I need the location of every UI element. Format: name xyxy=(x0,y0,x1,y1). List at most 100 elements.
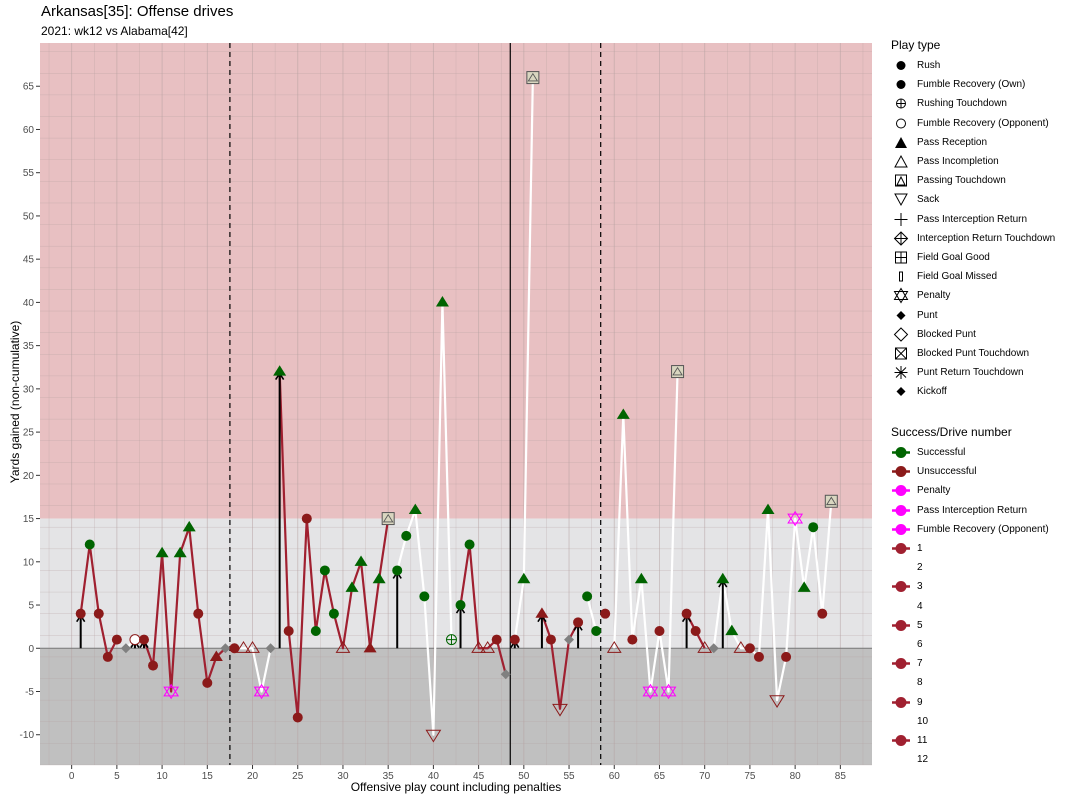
pass-reception-point xyxy=(797,581,811,592)
pass-reception-point xyxy=(634,572,648,584)
penalty-point xyxy=(787,510,804,524)
legend-success-item: 2 xyxy=(891,558,1049,577)
legend-success-item: 12 xyxy=(891,750,1049,769)
legend-play-type-item: Fumble Recovery (Own) xyxy=(891,75,1055,94)
penalty-point-inverse xyxy=(253,686,270,700)
legend-success-item-label: 8 xyxy=(917,677,923,689)
x-tick-label: 40 xyxy=(428,771,440,782)
legend-play-type-item-label: Kickoff xyxy=(917,386,947,398)
pass-reception-point xyxy=(761,503,775,515)
legend-color-swatch xyxy=(892,562,910,574)
legend-play-type-title: Play type xyxy=(891,38,941,52)
rush-point xyxy=(808,522,819,533)
legend-play-type-item: Field Goal Missed xyxy=(891,267,1055,286)
legend-color-swatch xyxy=(892,543,910,555)
penalty-point-inverse xyxy=(787,513,804,527)
legend-play-type-item: Sack xyxy=(891,190,1055,209)
legend-play-type-item: Passing Touchdown xyxy=(891,171,1055,190)
penalty-point xyxy=(660,683,677,697)
punt-point xyxy=(500,669,511,680)
legend-play-type-item: Blocked Punt xyxy=(891,325,1055,344)
pass-incompletion-point xyxy=(236,640,251,653)
filled-diamond-icon xyxy=(896,387,906,397)
pass-reception-point xyxy=(435,296,449,307)
y-tick-label: 50 xyxy=(23,211,35,222)
chart-subtitle: 2021: wk12 vs Alabama[42] xyxy=(41,24,188,38)
rush-point xyxy=(292,712,303,723)
x-tick-label: 25 xyxy=(292,771,304,782)
pass-incompletion-point xyxy=(606,640,622,653)
legend-success-item: Unsuccessful xyxy=(891,462,1049,481)
legend-success-item-label: Pass Interception Return xyxy=(917,504,1028,516)
y-axis-label: Yards gained (non-cumulative) xyxy=(8,320,22,484)
square-plus-icon xyxy=(895,251,907,264)
legend-success-item: 11 xyxy=(891,731,1049,750)
x-tick-label: 70 xyxy=(699,771,711,782)
legend-play-type-item: Rushing Touchdown xyxy=(891,94,1055,113)
filled-circle-icon xyxy=(896,61,906,71)
sack-point xyxy=(425,729,442,743)
legend-play-type-item-label: Pass Reception xyxy=(917,136,988,148)
star-of-david-icon xyxy=(893,287,909,304)
legend-success-item-label: 7 xyxy=(917,658,923,670)
legend-success-item-label: 4 xyxy=(917,600,923,612)
legend-play-type-item-label: Field Goal Missed xyxy=(917,271,998,283)
passing-td-triangle xyxy=(382,513,394,523)
drive-line xyxy=(613,371,679,693)
rush-point xyxy=(102,651,113,662)
penalty-point xyxy=(253,683,270,697)
legend-play-type-item: Pass Reception xyxy=(891,133,1055,152)
asterisk-icon xyxy=(894,366,908,380)
legend-color-swatch xyxy=(892,677,910,689)
legend-color-swatch xyxy=(892,581,910,593)
rush-point xyxy=(75,608,86,619)
x-tick-label: 80 xyxy=(790,771,802,782)
legend-play-type-item: Rush xyxy=(891,56,1055,75)
rush-point xyxy=(573,617,584,628)
pass-reception-point xyxy=(209,650,223,662)
rush-point xyxy=(419,591,430,602)
legend-success-drive: Success/Drive number Successful Unsuccess… xyxy=(891,425,1049,769)
pass-reception-point xyxy=(616,408,630,419)
legend-success-item: 4 xyxy=(891,597,1049,616)
rush-point xyxy=(817,608,828,619)
pass-reception-point xyxy=(535,607,549,618)
y-tick-label: 20 xyxy=(23,471,35,482)
legend-color-swatch xyxy=(892,696,910,708)
legend-play-type-item-label: Fumble Recovery (Own) xyxy=(917,79,1026,91)
x-tick-label: 35 xyxy=(383,771,395,782)
rush-point xyxy=(319,565,330,576)
rush-point xyxy=(193,608,204,619)
x-tick-label: 45 xyxy=(473,771,485,782)
legend-play-type-item: Field Goal Good xyxy=(891,248,1055,267)
x-tick-label: 55 xyxy=(563,771,575,782)
drive-line xyxy=(586,596,598,632)
rush-point xyxy=(111,634,122,645)
legend-success-item: 7 xyxy=(891,654,1049,673)
y-tick-label: 15 xyxy=(23,514,35,525)
legend-play-type-item-label: Field Goal Good xyxy=(917,251,990,263)
penalty-point-inverse xyxy=(163,686,180,700)
legend-color-swatch xyxy=(892,466,910,478)
passing-td-triangle xyxy=(672,366,683,376)
pass-incompletion-point xyxy=(480,640,496,653)
open-down-triangle-icon xyxy=(894,193,908,207)
legend-play-type-item: Punt Return Touchdown xyxy=(891,363,1055,382)
y-tick-label: 25 xyxy=(23,428,35,439)
legend-play-type-item-label: Punt Return Touchdown xyxy=(917,367,1024,379)
rush-point xyxy=(455,600,466,611)
legend-color-swatch xyxy=(892,734,910,746)
legend-play-type-item-label: Interception Return Touchdown xyxy=(917,232,1056,244)
legend-play-type-item-label: Rush xyxy=(917,60,941,72)
legend-play-type-item-label: Passing Touchdown xyxy=(917,175,1006,187)
rush-point xyxy=(283,625,294,636)
punt-point xyxy=(708,643,719,654)
legend-play-type: Play type Rush Fumble Recovery (Own) Rushi… xyxy=(891,38,1055,401)
sack-point xyxy=(769,695,785,708)
pass-reception-point xyxy=(363,641,377,653)
diamond-plus-icon xyxy=(893,231,909,246)
y-tick-label: 65 xyxy=(23,82,35,93)
legend-success-item-label: Unsuccessful xyxy=(917,466,977,478)
y-tick-label: 35 xyxy=(23,341,35,352)
